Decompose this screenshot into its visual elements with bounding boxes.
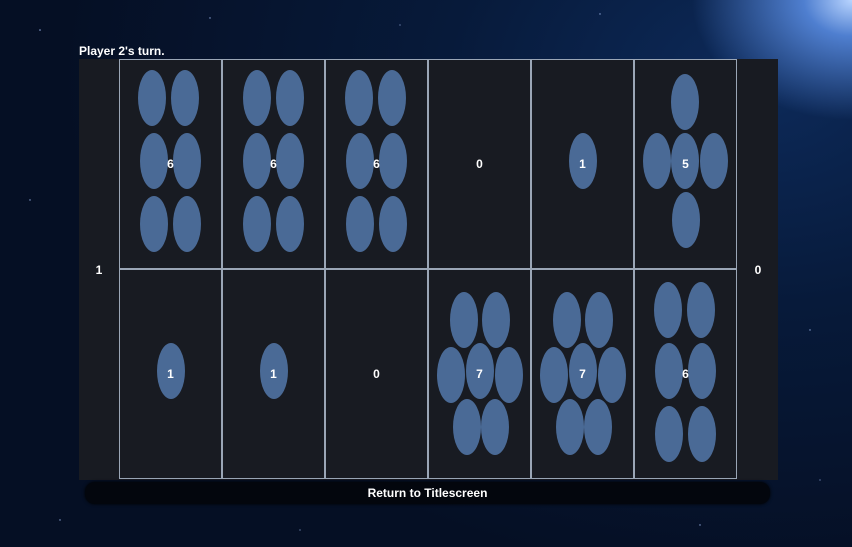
seed — [276, 70, 304, 126]
pit-count: 1 — [270, 367, 277, 381]
seed — [243, 196, 271, 252]
player-2-store: 0 — [738, 59, 778, 480]
seed — [379, 196, 407, 252]
seed — [671, 74, 699, 130]
seed — [540, 347, 568, 403]
player-1-store: 1 — [79, 59, 119, 480]
seed — [655, 406, 683, 462]
pit-bottom-3[interactable]: 0 — [325, 269, 428, 479]
seed — [276, 196, 304, 252]
seed — [553, 292, 581, 348]
pit-count: 1 — [579, 157, 586, 171]
seed — [569, 343, 597, 399]
pit-grid: 6 6 6 0 1 — [119, 59, 737, 479]
seed — [173, 133, 201, 189]
pit-count: 1 — [167, 367, 174, 381]
seed — [140, 196, 168, 252]
seed — [378, 70, 406, 126]
seed — [672, 192, 700, 248]
pit-top-3[interactable]: 6 — [325, 59, 428, 269]
seed — [260, 343, 288, 399]
seed — [584, 399, 612, 455]
player-1-store-count: 1 — [95, 262, 103, 277]
mancala-board: 1 6 6 6 — [79, 59, 778, 480]
seed — [345, 70, 373, 126]
seed — [482, 292, 510, 348]
pit-bottom-4[interactable]: 7 — [428, 269, 531, 479]
return-to-titlescreen-button[interactable]: Return to Titlescreen — [85, 482, 770, 504]
seed — [688, 343, 716, 399]
seed — [495, 347, 523, 403]
seed — [643, 133, 671, 189]
seed — [346, 133, 374, 189]
pit-bottom-6[interactable]: 6 — [634, 269, 737, 479]
pit-count: 0 — [373, 367, 380, 381]
pit-bottom-1[interactable]: 1 — [119, 269, 222, 479]
seed — [138, 70, 166, 126]
pit-top-4[interactable]: 0 — [428, 59, 531, 269]
pit-count: 6 — [270, 157, 277, 171]
pit-count: 6 — [167, 157, 174, 171]
seed — [598, 347, 626, 403]
seed — [243, 133, 271, 189]
pit-count: 6 — [373, 157, 380, 171]
pit-top-1[interactable]: 6 — [119, 59, 222, 269]
pit-top-2[interactable]: 6 — [222, 59, 325, 269]
seed — [346, 196, 374, 252]
pit-count: 7 — [476, 367, 483, 381]
seed — [453, 399, 481, 455]
pit-bottom-2[interactable]: 1 — [222, 269, 325, 479]
turn-indicator: Player 2's turn. — [79, 44, 165, 58]
seed — [688, 406, 716, 462]
seed — [700, 133, 728, 189]
pit-count: 5 — [682, 157, 689, 171]
seed — [654, 282, 682, 338]
pit-count: 0 — [476, 157, 483, 171]
pit-top-5[interactable]: 1 — [531, 59, 634, 269]
seed — [466, 343, 494, 399]
seed — [437, 347, 465, 403]
seed — [655, 343, 683, 399]
seed — [481, 399, 509, 455]
seed — [569, 133, 597, 189]
seed — [671, 133, 699, 189]
pit-count: 6 — [682, 367, 689, 381]
player-2-store-count: 0 — [754, 262, 762, 277]
seed — [157, 343, 185, 399]
seed — [171, 70, 199, 126]
seed — [140, 133, 168, 189]
seed — [687, 282, 715, 338]
seed — [276, 133, 304, 189]
seed — [173, 196, 201, 252]
pit-count: 7 — [579, 367, 586, 381]
seed — [243, 70, 271, 126]
seed — [379, 133, 407, 189]
pit-top-6[interactable]: 5 — [634, 59, 737, 269]
seed — [450, 292, 478, 348]
seed — [585, 292, 613, 348]
pit-bottom-5[interactable]: 7 — [531, 269, 634, 479]
seed — [556, 399, 584, 455]
